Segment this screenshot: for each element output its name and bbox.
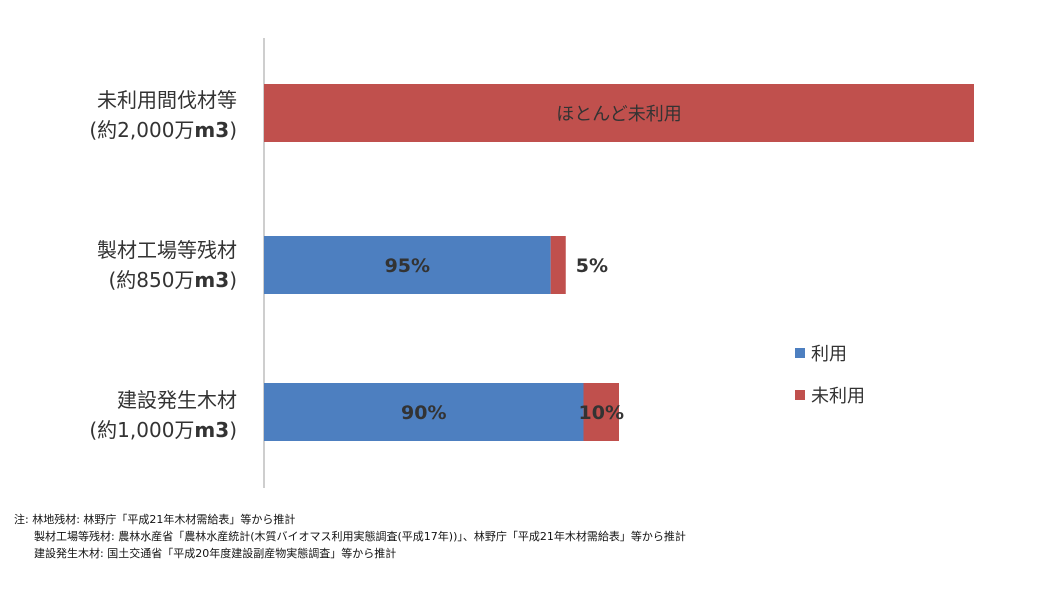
category-name: 未利用間伐材等	[97, 88, 237, 112]
bar-labels-group: ほとんど未利用 95% 5% 90% 10%	[385, 104, 682, 424]
legend-swatch-used	[795, 348, 805, 358]
bar-unused-thinning-unused	[264, 84, 974, 142]
data-label-sawmill-residue-used: 95%	[385, 255, 430, 277]
note-line: 製材工場等残材: 農林水産省「農林水産統計(木質バイオマス利用実態調査(平成17…	[34, 530, 686, 543]
legend-label-unused: 未利用	[811, 386, 865, 407]
category-label-unused-thinning: 未利用間伐材等 (約2,000万m3)	[37, 85, 237, 145]
category-volume: (約850万m3)	[108, 268, 237, 292]
note-line: 建設発生木材: 国土交通省「平成20年度建設副産物実態調査」等から推計	[34, 547, 397, 560]
category-label-sawmill-residue: 製材工場等残材 (約850万m3)	[37, 235, 237, 295]
category-name: 製材工場等残材	[97, 238, 237, 262]
data-label-construction-wood-unused: 10%	[579, 402, 624, 424]
legend: 利用 未利用	[795, 340, 865, 424]
category-volume: (約2,000万m3)	[89, 118, 237, 142]
category-name: 建設発生木材	[117, 388, 237, 412]
legend-label-used: 利用	[811, 344, 847, 365]
data-label-unused-thinning-unused: ほとんど未利用	[556, 104, 681, 125]
note-line: 注: 林地残材: 林野庁「平成21年木材需給表」等から推計	[14, 513, 296, 526]
data-label-sawmill-residue-unused: 5%	[576, 255, 608, 277]
legend-item-used: 利用	[795, 340, 865, 366]
legend-item-unused: 未利用	[795, 382, 865, 408]
bars-group	[264, 84, 974, 441]
bar-construction-wood-unused	[583, 383, 619, 441]
bar-sawmill-residue-used	[264, 236, 551, 294]
bar-sawmill-residue-unused	[550, 236, 566, 294]
data-label-construction-wood-used: 90%	[401, 402, 446, 424]
category-volume: (約1,000万m3)	[89, 418, 237, 442]
source-notes: 注: 林地残材: 林野庁「平成21年木材需給表」等から推計 製材工場等残材: 農…	[14, 511, 1024, 562]
category-label-construction-wood: 建設発生木材 (約1,000万m3)	[37, 385, 237, 445]
legend-swatch-unused	[795, 390, 805, 400]
bar-construction-wood-used	[264, 383, 584, 441]
stacked-bar-chart: ほとんど未利用 95% 5% 90% 10%	[263, 38, 974, 488]
